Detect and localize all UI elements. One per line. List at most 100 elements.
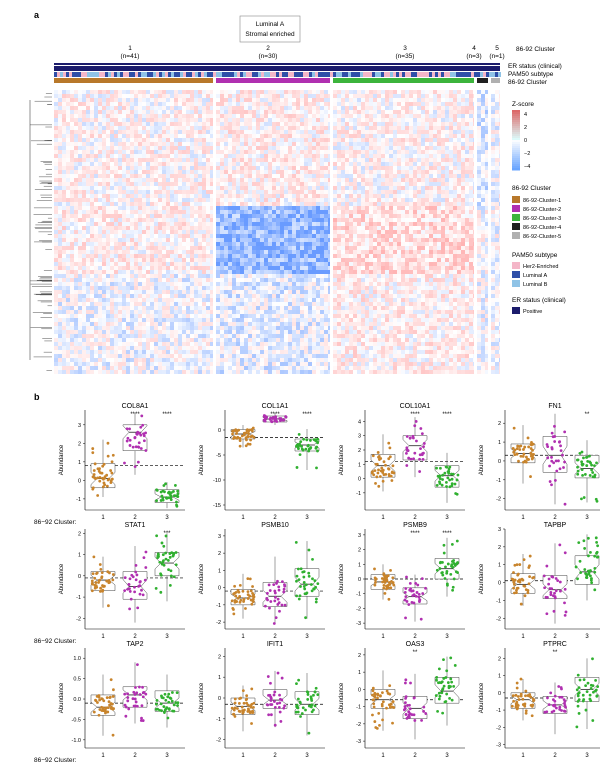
heatmap-cell (240, 178, 244, 182)
heatmap-cell (276, 166, 280, 170)
heatmap-cell (202, 130, 206, 134)
heatmap-cell (453, 98, 457, 102)
heatmap-cell (312, 242, 316, 246)
heatmap-cell (465, 114, 469, 118)
heatmap-cell (389, 206, 393, 210)
heatmap-cell (146, 130, 150, 134)
heatmap-cell (248, 246, 252, 250)
heatmap-cell (328, 202, 330, 206)
heatmap-cell (166, 194, 170, 198)
heatmap-cell (138, 126, 142, 130)
pam50-track-cell (324, 72, 327, 77)
heatmap-cell (150, 134, 154, 138)
pam50-track-cell (345, 72, 348, 77)
heatmap-cell (389, 222, 393, 226)
heatmap-cell (206, 182, 210, 186)
heatmap-cell (425, 178, 429, 182)
heatmap-cell (413, 166, 417, 170)
heatmap-cell (353, 214, 357, 218)
heatmap-cell (405, 110, 409, 114)
heatmap-cell (284, 214, 288, 218)
pam50-track-cell (144, 72, 147, 77)
heatmap-cell (284, 190, 288, 194)
heatmap-cell (417, 222, 421, 226)
heatmap-cell (320, 242, 324, 246)
heatmap-cell (228, 170, 232, 174)
heatmap-cell (449, 194, 453, 198)
heatmap-cell (341, 222, 345, 226)
heatmap-cell (210, 182, 213, 186)
heatmap-cell (481, 190, 485, 194)
heatmap-cell (154, 170, 158, 174)
heatmap-cell (413, 110, 417, 114)
heatmap-cell (365, 258, 369, 262)
heatmap-cell (154, 202, 158, 206)
heatmap-cell (461, 114, 465, 118)
heatmap-cell (256, 242, 260, 246)
heatmap-cell (477, 206, 481, 210)
heatmap-cell (409, 154, 413, 158)
heatmap-cell (78, 134, 82, 138)
heatmap-cell (130, 138, 134, 142)
heatmap-cell (158, 210, 162, 214)
heatmap-cell (300, 246, 304, 250)
heatmap-cell (158, 178, 162, 182)
heatmap-cell (236, 122, 240, 126)
heatmap-cell (499, 162, 500, 166)
heatmap-cell (154, 230, 158, 234)
heatmap-cell (312, 122, 316, 126)
heatmap-cell (393, 122, 397, 126)
heatmap-cell (206, 206, 210, 210)
heatmap-cell (264, 170, 268, 174)
heatmap-cell (198, 178, 202, 182)
heatmap-cell (154, 154, 158, 158)
heatmap-cell (296, 234, 300, 238)
heatmap-cell (401, 98, 405, 102)
heatmap-cell (70, 258, 74, 262)
heatmap-cell (445, 206, 449, 210)
heatmap-cell (78, 142, 82, 146)
pam50-track-cell (99, 72, 102, 77)
heatmap-cell (186, 94, 190, 98)
heatmap-cell (337, 90, 341, 94)
heatmap-cell (377, 194, 381, 198)
cluster-4-number: 4 (472, 45, 476, 52)
heatmap-cell (389, 246, 393, 250)
heatmap-cell (369, 98, 373, 102)
heatmap-cell (134, 142, 138, 146)
heatmap-cell (170, 238, 174, 242)
heatmap-cell (437, 98, 441, 102)
heatmap-cell (154, 194, 158, 198)
heatmap-cell (473, 126, 474, 130)
heatmap-cell (296, 158, 300, 162)
heatmap-cell (405, 106, 409, 110)
heatmap-cell (268, 138, 272, 142)
heatmap-cell (304, 242, 308, 246)
heatmap-cell (82, 134, 86, 138)
heatmap-cell (194, 118, 198, 122)
heatmap-cell (328, 238, 330, 242)
heatmap-cell (393, 90, 397, 94)
heatmap-cell (232, 206, 236, 210)
heatmap-cell (244, 106, 248, 110)
heatmap-cell (228, 150, 232, 154)
heatmap-cell (66, 230, 70, 234)
heatmap-cell (202, 186, 206, 190)
pam50-track-cell (462, 72, 465, 77)
heatmap-cell (341, 170, 345, 174)
heatmap-cell (445, 106, 449, 110)
heatmap-cell (86, 246, 90, 250)
heatmap-cell (437, 242, 441, 246)
heatmap-cell (349, 106, 353, 110)
heatmap-cell (365, 150, 369, 154)
heatmap-cell (186, 98, 190, 102)
pam50-track-cell (138, 72, 141, 77)
heatmap-cell (276, 258, 280, 262)
heatmap-cell (473, 230, 474, 234)
heatmap-cell (158, 154, 162, 158)
heatmap-cell (401, 254, 405, 258)
heatmap-cell (202, 258, 206, 262)
heatmap-cell (499, 226, 500, 230)
heatmap-cell (349, 254, 353, 258)
heatmap-cell (146, 262, 150, 266)
